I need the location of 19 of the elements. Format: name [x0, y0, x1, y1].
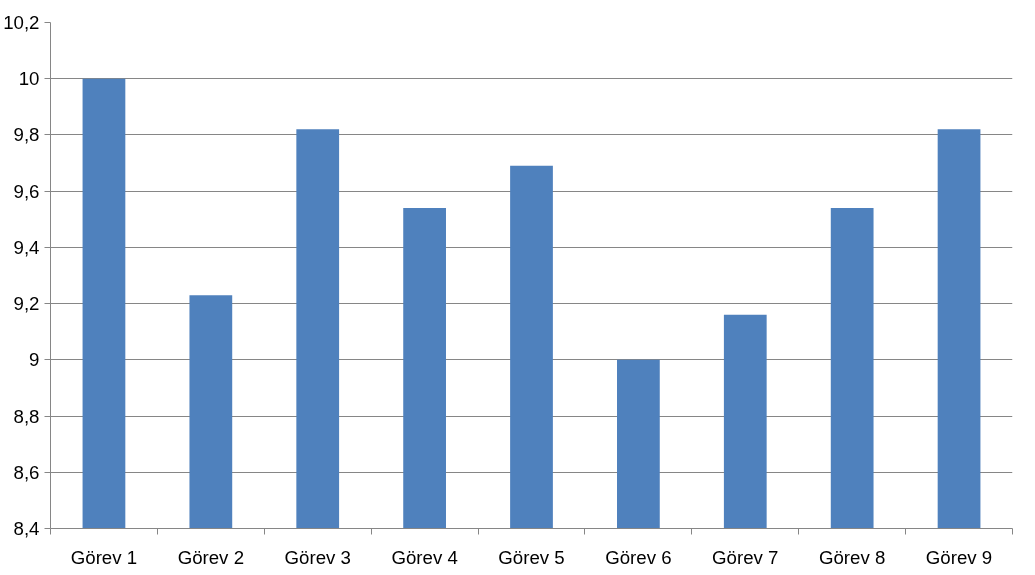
x-tick-label: Görev 8	[818, 546, 886, 568]
y-tick-label: 9,6	[13, 180, 40, 202]
y-tick-label: 9	[29, 349, 40, 371]
x-tick-label: Görev 5	[498, 546, 565, 568]
y-tick-label: 10	[18, 68, 40, 90]
y-tick-label: 8,4	[13, 518, 40, 539]
x-tick-label: Görev 6	[605, 546, 672, 568]
y-tick-label: 8,6	[13, 461, 40, 483]
y-tick-label: 9,8	[13, 124, 40, 146]
y-tick-label: 8,8	[13, 405, 40, 427]
x-tick-label: Görev 9	[925, 546, 993, 568]
x-tick-label: Görev 4	[391, 546, 458, 568]
x-tick-label: Görev 1	[70, 546, 138, 568]
y-tick-label: 9,2	[13, 293, 40, 315]
x-tick-label: Görev 3	[284, 546, 351, 568]
x-tick-label: Görev 2	[177, 546, 245, 568]
y-tick-label: 9,4	[13, 236, 40, 258]
x-tick-label: Görev 7	[712, 546, 779, 568]
y-tick-label: 10,2	[3, 12, 40, 33]
